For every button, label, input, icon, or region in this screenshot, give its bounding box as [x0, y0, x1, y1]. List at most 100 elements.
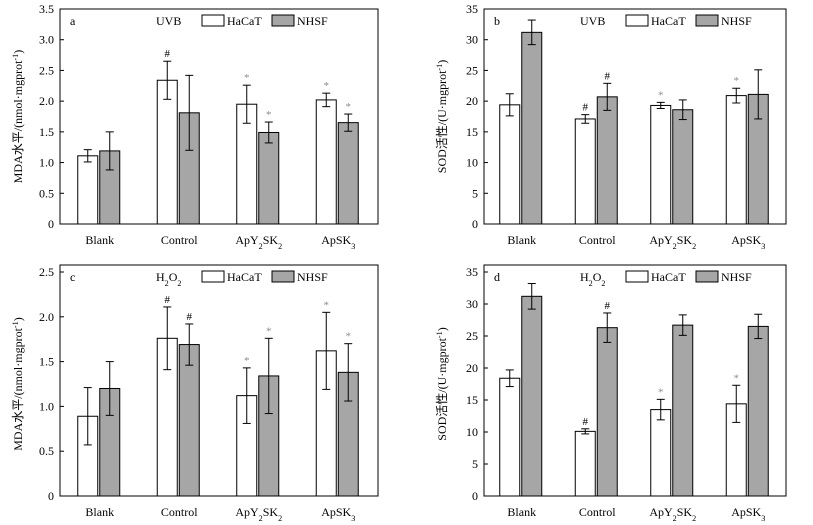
bar-hacat — [650, 409, 672, 497]
y-tick-label: 0 — [48, 217, 54, 231]
bar-hacat — [77, 155, 99, 225]
y-tick-label: 0 — [472, 489, 478, 503]
category-label: ApSK3 — [321, 505, 355, 523]
legend-label-hacat: HaCaT — [227, 14, 262, 28]
chart-panel-d: 0 5 10 15 20 25 30 35 SOD活性/(U·mgprot-1) d H2O2 HaC… — [435, 264, 787, 523]
legend-label-nhsf: NHSF — [721, 14, 752, 28]
bar-nhsf — [747, 325, 769, 497]
legend-label-nhsf: NHSF — [297, 14, 328, 28]
plot-frame — [59, 8, 379, 225]
legend-label-nhsf: NHSF — [721, 270, 752, 284]
panel-letter: b — [494, 14, 500, 28]
y-tick-label: 5 — [472, 186, 478, 200]
bar-nhsf — [596, 96, 618, 225]
y-tick-label: 15 — [466, 125, 478, 139]
bar-hacat — [650, 104, 672, 225]
significance-star: * — [658, 89, 664, 101]
legend-swatch-hacat — [201, 14, 225, 27]
category-label: ApSK3 — [731, 505, 765, 523]
significance-hash: # — [165, 294, 171, 306]
significance-hash: # — [187, 311, 193, 323]
bar-nhsf — [521, 295, 543, 497]
bar-hacat — [156, 79, 178, 225]
significance-star: * — [266, 325, 272, 337]
y-tick-label: 10 — [466, 156, 478, 170]
y-tick-label: 30 — [466, 297, 478, 311]
category-label: Control — [579, 505, 616, 519]
y-tick-label: 2.0 — [39, 94, 54, 108]
plot-frame — [59, 264, 379, 497]
significance-hash: # — [583, 416, 589, 428]
chart-panel-c: 0 0.5 1.0 1.5 2.0 2.5 MDA水平/(nmol·mgprot-1) c H2… — [11, 264, 379, 523]
significance-hash: # — [583, 102, 589, 114]
y-tick-label: 3.5 — [39, 2, 54, 16]
bar-nhsf — [258, 131, 280, 225]
y-axis-label: SOD活性/(U·mgprot-1) — [435, 327, 450, 440]
significance-star: * — [324, 80, 330, 92]
panel-letter: a — [70, 14, 76, 28]
y-tick-label: 3.0 — [39, 33, 54, 47]
legend-swatch-nhsf — [695, 270, 719, 283]
plot-frame — [483, 8, 787, 225]
significance-star: * — [734, 75, 740, 87]
category-label: ApY2SK2 — [235, 233, 282, 251]
y-tick-label: 0.5 — [39, 186, 54, 200]
bar-hacat — [499, 377, 521, 497]
condition-label: H2O2 — [580, 270, 606, 288]
legend-swatch-nhsf — [271, 270, 295, 283]
category-label: ApSK3 — [321, 233, 355, 251]
significance-star: * — [658, 386, 664, 398]
bar-nhsf — [672, 324, 694, 497]
panel-letter: c — [70, 270, 75, 284]
y-tick-label: 2.5 — [39, 265, 54, 279]
y-tick-label: 1.0 — [39, 156, 54, 170]
legend-swatch-hacat — [625, 270, 649, 283]
bar-nhsf — [521, 31, 543, 225]
category-label: Blank — [507, 233, 536, 247]
bar-hacat — [725, 95, 747, 225]
bar-hacat — [499, 104, 521, 225]
y-tick-label: 2.0 — [39, 310, 54, 324]
category-label: ApY2SK2 — [649, 505, 696, 523]
condition-label: UVB — [580, 14, 605, 28]
chart-panel-b: 0 5 10 15 20 25 30 35 SOD活性/(U·mgprot-1) b UVB HaCa… — [435, 2, 787, 251]
plot-frame — [483, 264, 787, 497]
panel-letter: d — [494, 270, 500, 284]
condition-label: H2O2 — [156, 270, 182, 288]
legend-swatch-nhsf — [271, 14, 295, 27]
y-tick-label: 15 — [466, 393, 478, 407]
category-label: Control — [161, 505, 198, 519]
bar-nhsf — [672, 109, 694, 225]
bar-hacat — [315, 99, 337, 225]
chart-panel-a: 0 0.5 1.0 1.5 2.0 2.5 3.0 3.5 MDA水平/(nmol·mgprot… — [11, 2, 379, 251]
legend-label-nhsf: NHSF — [297, 270, 328, 284]
y-tick-label: 25 — [466, 63, 478, 77]
significance-star: * — [324, 299, 330, 311]
y-tick-label: 2.5 — [39, 63, 54, 77]
legend-label-hacat: HaCaT — [227, 270, 262, 284]
category-label: ApY2SK2 — [649, 233, 696, 251]
y-tick-label: 35 — [466, 265, 478, 279]
legend-label-hacat: HaCaT — [651, 14, 686, 28]
significance-star: * — [266, 109, 272, 121]
y-tick-label: 25 — [466, 329, 478, 343]
legend-swatch-nhsf — [695, 14, 719, 27]
y-tick-label: 1.0 — [39, 399, 54, 413]
significance-star: * — [346, 331, 352, 343]
y-tick-label: 0.5 — [39, 444, 54, 458]
significance-hash: # — [165, 48, 171, 60]
y-tick-label: 0 — [472, 217, 478, 231]
bar-nhsf — [596, 327, 618, 497]
category-label: Control — [161, 233, 198, 247]
y-tick-label: 1.5 — [39, 125, 54, 139]
category-label: ApSK3 — [731, 233, 765, 251]
significance-star: * — [244, 72, 250, 84]
bar-hacat — [574, 118, 596, 225]
bar-nhsf — [337, 122, 359, 225]
y-tick-label: 10 — [466, 425, 478, 439]
significance-star: * — [346, 101, 352, 113]
bar-nhsf — [178, 344, 200, 497]
significance-star: * — [734, 372, 740, 384]
y-tick-label: 30 — [466, 33, 478, 47]
